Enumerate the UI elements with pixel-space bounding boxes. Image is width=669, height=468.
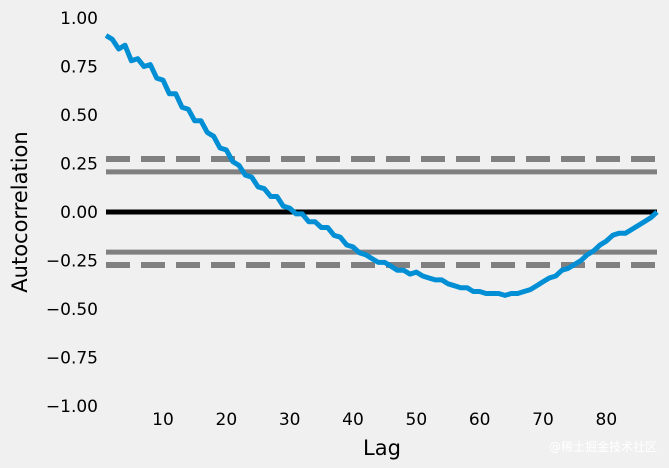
y-tick-label: 0.00 (60, 203, 98, 223)
x-tick-labels: 10 20 30 40 50 60 70 80 (152, 410, 617, 430)
y-tick-label: −1.00 (46, 397, 98, 417)
x-tick-label: 20 (216, 410, 238, 430)
y-tick-label: −0.50 (46, 300, 98, 320)
watermark-text: @稀土掘金技术社区 (549, 439, 657, 454)
series-layer (104, 33, 659, 298)
x-tick-label: 40 (342, 410, 364, 430)
reference-lines (106, 156, 657, 268)
x-tick-label: 10 (152, 410, 174, 430)
y-tick-label: −0.75 (46, 349, 98, 369)
y-axis-label: Autocorrelation (8, 131, 32, 292)
y-tick-label: 0.75 (60, 58, 98, 78)
x-tick-label: 60 (469, 410, 491, 430)
y-tick-label: 1.00 (60, 9, 98, 29)
x-axis-label: Lag (363, 436, 401, 460)
y-tick-label: −0.25 (46, 252, 98, 272)
y-tick-labels: −1.00 −0.75 −0.50 −0.25 0.00 0.25 0.50 0.75 1.00 (46, 9, 98, 417)
x-tick-label: 80 (596, 410, 618, 430)
y-tick-label: 0.25 (60, 155, 98, 175)
x-tick-label: 30 (279, 410, 301, 430)
y-tick-label: 0.50 (60, 106, 98, 126)
x-tick-label: 50 (406, 410, 428, 430)
x-tick-label: 70 (532, 410, 554, 430)
autocorrelation-series-line (104, 33, 659, 298)
